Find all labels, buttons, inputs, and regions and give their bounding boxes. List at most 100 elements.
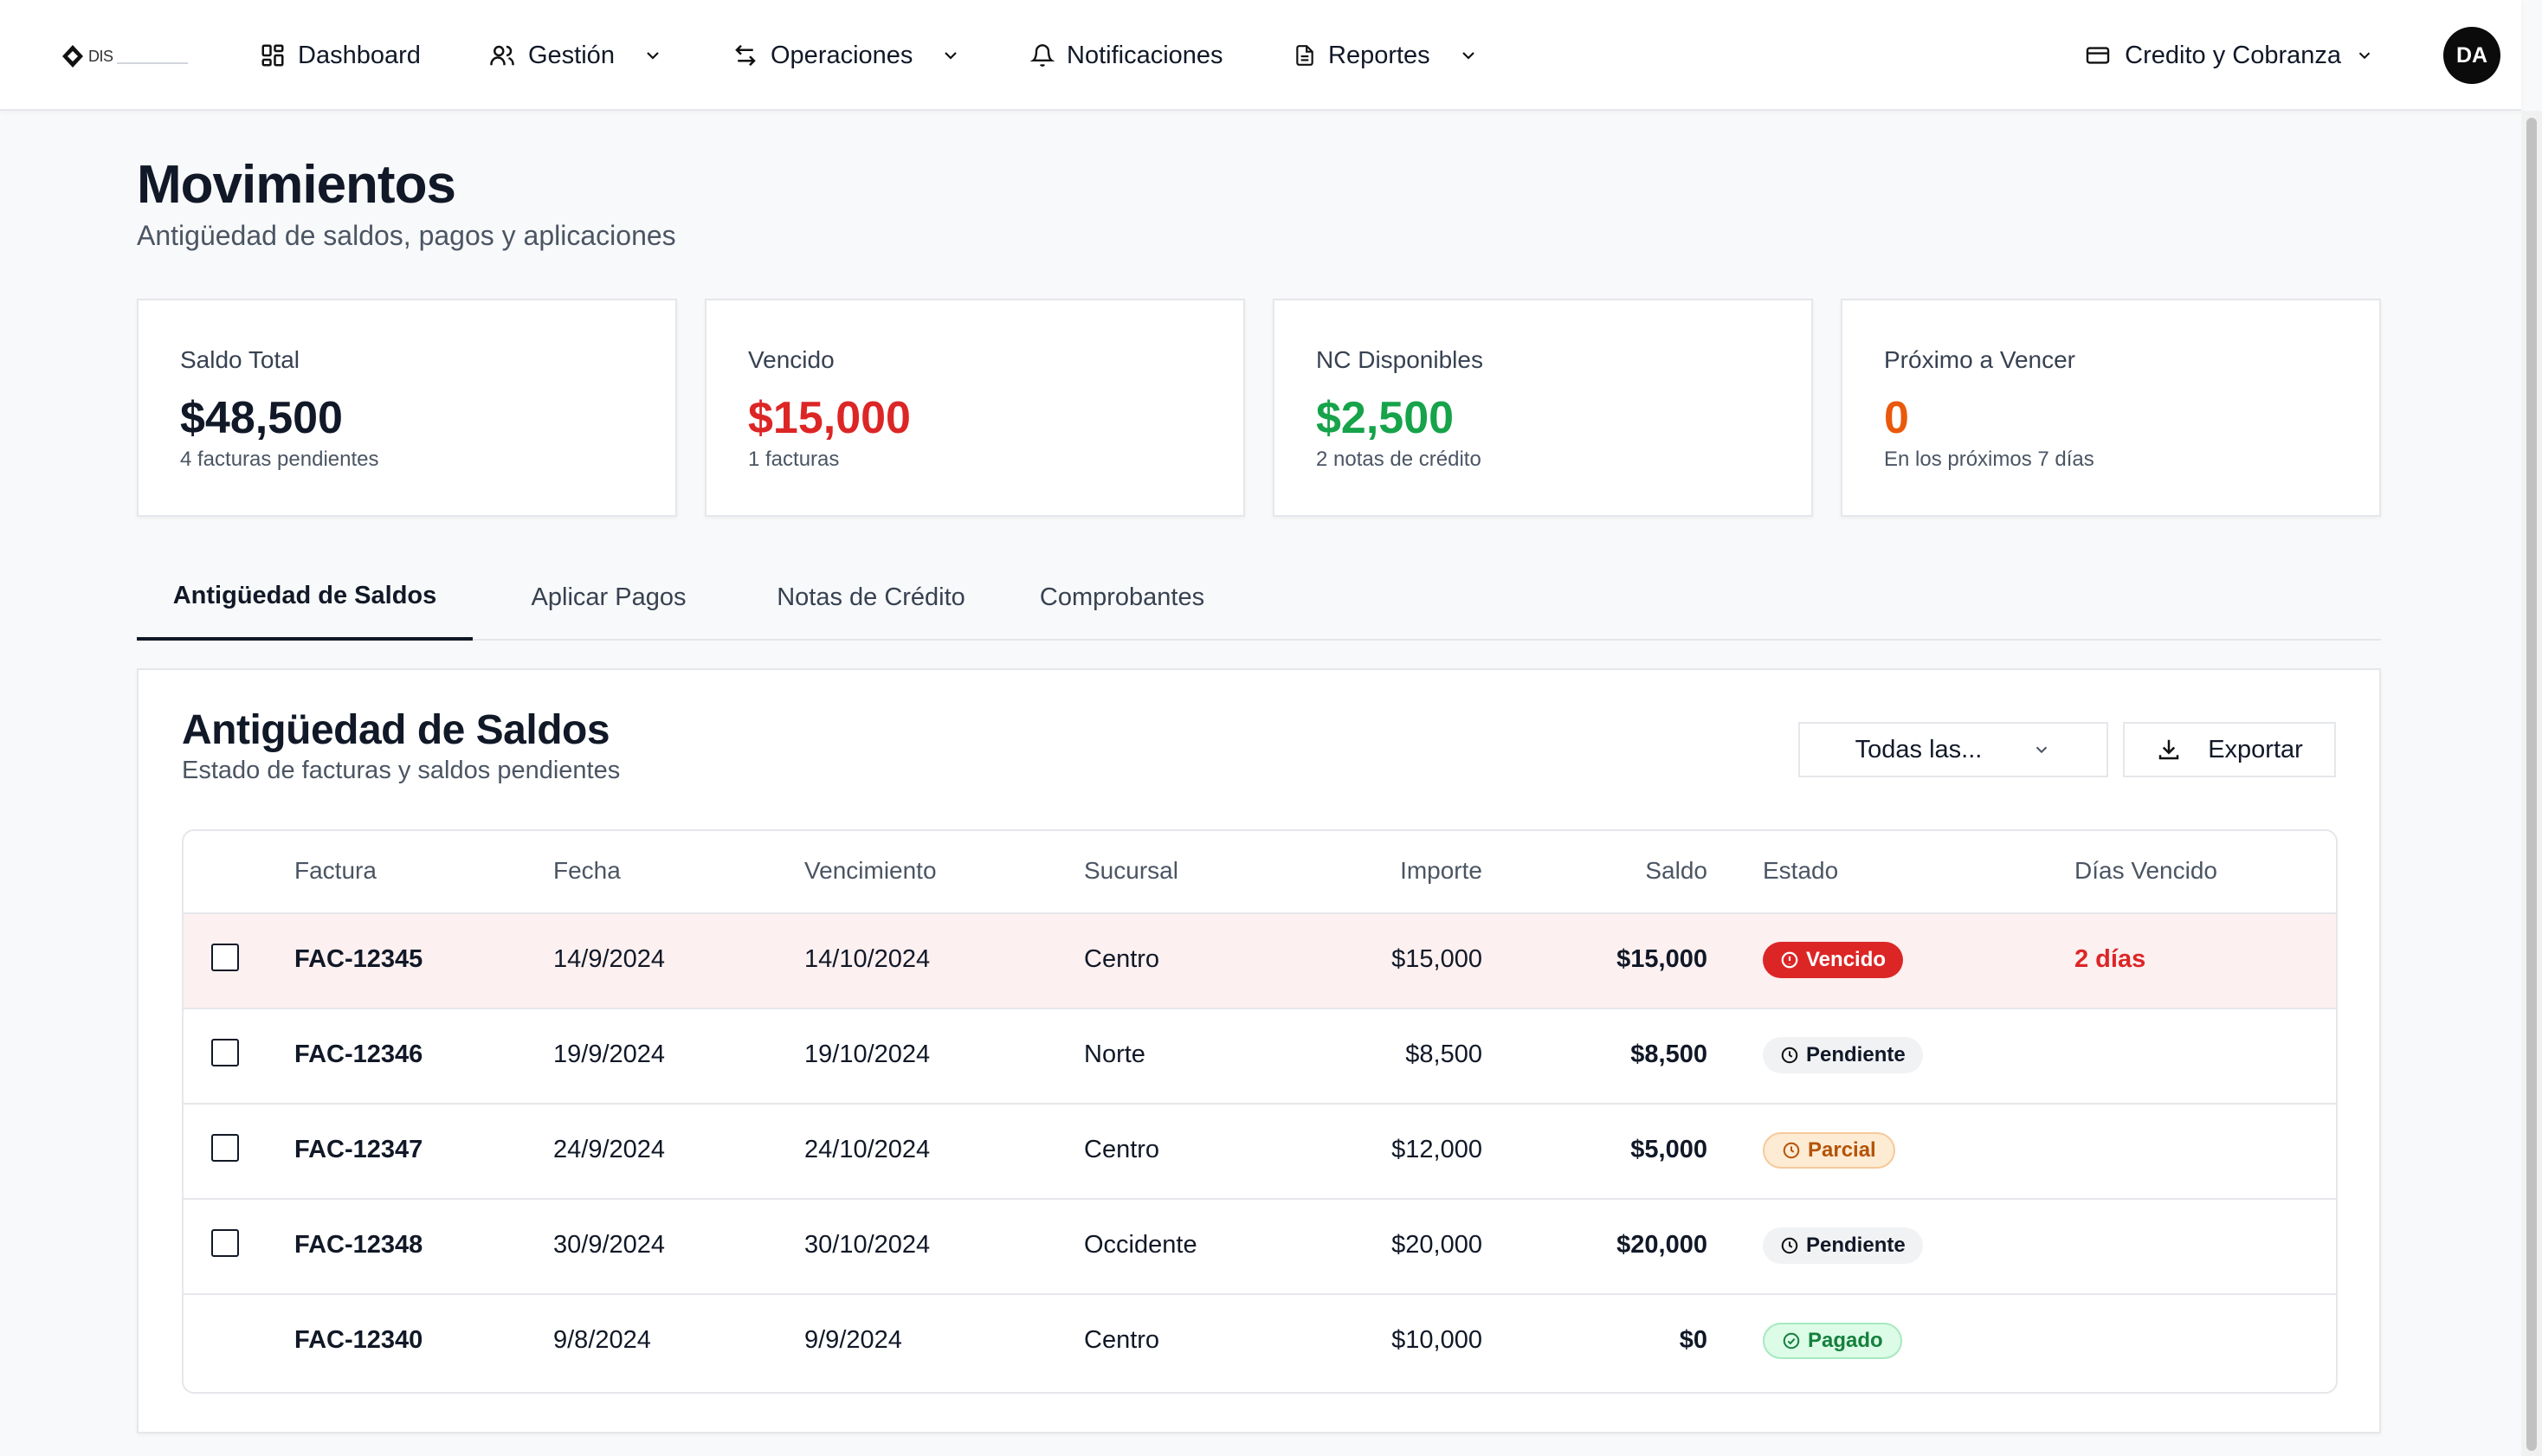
table-row[interactable]: FAC-12347 24/9/2024 24/10/2024 Centro $1… [184,1105,2336,1200]
cell-saldo: $20,000 [1616,1231,1707,1259]
export-button[interactable]: Exportar [2123,722,2336,777]
page-scrollbar[interactable] [2521,111,2542,1456]
cell-saldo: $0 [1679,1326,1707,1354]
cell-sucursal: Centro [1084,1136,1160,1163]
filter-selected-value: Todas las... [1855,735,1983,763]
nav-gestion-label: Gestión [528,41,615,69]
table-row[interactable]: FAC-12340 9/8/2024 9/9/2024 Centro $10,0… [184,1295,2336,1390]
page-title: Movimientos [137,155,456,215]
nav-notificaciones[interactable]: Notificaciones [1030,35,1223,76]
nav-operaciones-label: Operaciones [771,41,913,69]
status-badge-label: Pendiente [1806,1043,1906,1066]
status-badge: Vencido [1763,942,1904,978]
stat-card-proximo-vencer: Próximo a Vencer 0 En los próximos 7 día… [1841,299,2381,517]
arrows-swap-icon [735,44,756,67]
cell-vencimiento: 14/10/2024 [804,945,931,973]
nav-reportes[interactable]: Reportes [1294,35,1479,76]
tab-notas-credito[interactable]: Notas de Crédito [777,583,965,611]
nav-notificaciones-label: Notificaciones [1067,41,1223,69]
row-checkbox[interactable] [211,1039,239,1066]
stat-note: 1 facturas [748,448,840,471]
top-navigation: DIS Dashboard Gestión Operaciones Notifi… [0,0,2521,111]
nav-dashboard[interactable]: Dashboard [260,35,421,76]
table-row[interactable]: FAC-12348 30/9/2024 30/10/2024 Occidente… [184,1200,2336,1295]
logo-underline [116,62,188,64]
nav-dashboard-label: Dashboard [298,41,421,69]
page-subtitle: Antigüedad de saldos, pagos y aplicacion… [137,220,676,251]
tab-comprobantes[interactable]: Comprobantes [1039,583,1205,611]
col-header-vencimiento[interactable]: Vencimiento [804,857,937,884]
cell-sucursal: Norte [1084,1040,1145,1068]
cell-factura: FAC-12345 [294,945,423,973]
cell-saldo: $8,500 [1630,1040,1707,1068]
user-avatar[interactable]: DA [2443,27,2500,84]
bell-icon [1030,44,1055,67]
stat-value: $2,500 [1316,393,1455,443]
app-logo[interactable]: DIS [61,42,188,71]
status-badge: Parcial [1763,1132,1895,1169]
table-header: Factura Fecha Vencimiento Sucursal Impor… [184,831,2336,914]
cell-vencimiento: 24/10/2024 [804,1136,931,1163]
stat-value: $48,500 [180,393,343,443]
stat-value: $15,000 [748,393,911,443]
download-icon [2158,739,2179,760]
row-checkbox[interactable] [211,1229,239,1257]
table-row[interactable]: FAC-12346 19/9/2024 19/10/2024 Norte $8,… [184,1009,2336,1105]
cell-factura: FAC-12348 [294,1231,423,1259]
cell-importe: $12,000 [1391,1136,1482,1163]
cell-sucursal: Occidente [1084,1231,1197,1259]
grid-icon [261,44,284,67]
cell-fecha: 9/8/2024 [553,1326,651,1354]
scrollbar-thumb[interactable] [2526,118,2537,1451]
stat-label: Vencido [748,346,835,373]
aging-panel: Antigüedad de Saldos Estado de facturas … [137,668,2381,1433]
status-badge: Pendiente [1763,1227,1923,1264]
invoices-table: Factura Fecha Vencimiento Sucursal Impor… [182,829,2338,1394]
stat-label: Saldo Total [180,346,300,373]
cell-fecha: 24/9/2024 [553,1136,666,1163]
row-checkbox[interactable] [211,1134,239,1162]
nav-operaciones[interactable]: Operaciones [732,35,961,76]
logo-diamond-icon [62,45,83,68]
cell-fecha: 30/9/2024 [553,1231,666,1259]
clock-icon [1781,1047,1798,1064]
tab-aplicar-pagos[interactable]: Aplicar Pagos [531,583,687,611]
col-header-dias-vencido[interactable]: Días Vencido [2074,857,2217,884]
cell-vencimiento: 19/10/2024 [804,1040,931,1068]
col-header-importe[interactable]: Importe [1400,857,1482,884]
nav-gestion[interactable]: Gestión [488,35,663,76]
stat-label: NC Disponibles [1316,346,1483,373]
status-badge-label: Pagado [1808,1329,1883,1352]
stat-card-saldo-total: Saldo Total $48,500 4 facturas pendiente… [137,299,677,517]
table-row[interactable]: FAC-12345 14/9/2024 14/10/2024 Centro $1… [184,914,2336,1009]
file-icon [1296,45,1313,66]
users-icon [490,45,514,66]
cell-vencimiento: 30/10/2024 [804,1231,931,1259]
cell-importe: $8,500 [1405,1040,1482,1068]
col-header-estado[interactable]: Estado [1763,857,1839,884]
cell-importe: $20,000 [1391,1231,1482,1259]
panel-subtitle: Estado de facturas y saldos pendientes [182,757,621,784]
cell-factura: FAC-12347 [294,1136,423,1163]
panel-title: Antigüedad de Saldos [182,707,610,753]
col-header-sucursal[interactable]: Sucursal [1084,857,1178,884]
nav-reportes-label: Reportes [1328,41,1430,69]
cell-sucursal: Centro [1084,1326,1160,1354]
stat-card-nc-disponibles: NC Disponibles $2,500 2 notas de crédito [1273,299,1813,517]
cell-vencimiento: 9/9/2024 [804,1326,902,1354]
row-checkbox[interactable] [211,944,239,971]
col-header-saldo[interactable]: Saldo [1645,857,1707,884]
cell-saldo: $15,000 [1616,945,1707,973]
status-filter-select[interactable]: Todas las... [1798,722,2108,777]
stat-note: 4 facturas pendientes [180,448,379,471]
clock-icon [1783,1142,1800,1159]
cell-sucursal: Centro [1084,945,1160,973]
col-header-fecha[interactable]: Fecha [553,857,621,884]
tab-antiguedad-saldos[interactable]: Antigüedad de Saldos [137,554,473,641]
area-selector[interactable]: Credito y Cobranza [2085,35,2374,76]
col-header-factura[interactable]: Factura [294,857,377,884]
stat-card-vencido: Vencido $15,000 1 facturas [705,299,1245,517]
stat-value: 0 [1884,393,1909,443]
status-badge: Pagado [1763,1323,1902,1359]
area-selector-label: Credito y Cobranza [2125,41,2341,69]
